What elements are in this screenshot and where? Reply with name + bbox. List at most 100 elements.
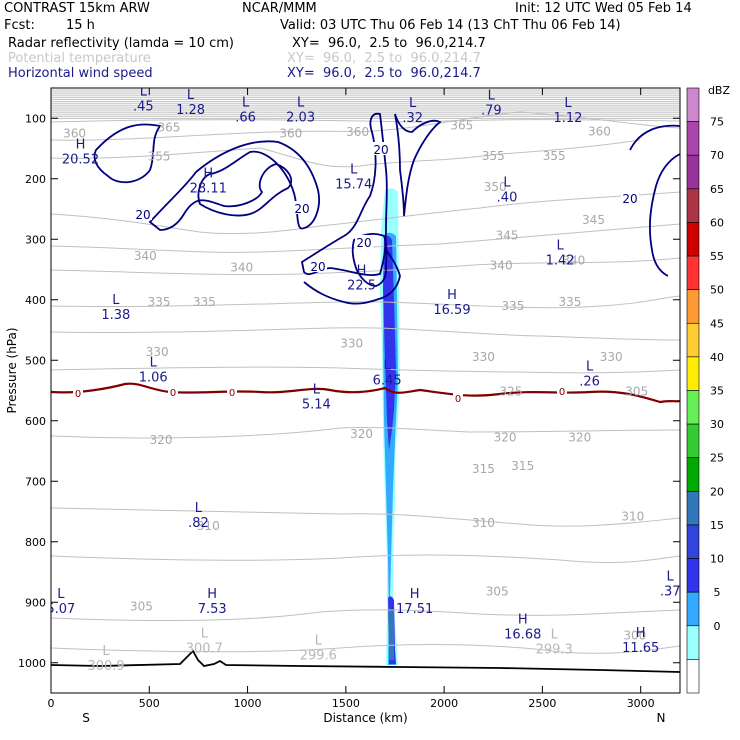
colorbar-swatch [686,625,700,660]
wind-extremum-value: .32 [402,111,423,126]
wind-extremum-type: H [447,288,457,303]
forecast-hour-label: Fcst: [4,18,35,33]
wind-extremum-value: 1.28 [176,103,205,118]
wind-label-bg [309,259,327,272]
wind-extremum-type: H [203,167,213,182]
zero-contour-line [51,382,680,404]
model-title: CONTRAST 15km ARW [4,1,150,16]
theta-contour-label: 360 [279,126,302,140]
theta-extremum-value: 299.3 [536,643,573,658]
plot-frame [50,87,681,694]
colorbar: dBZ 0 5 10 15 20 25 30 35 40 45 50 55 60 65 70 75 [686,84,730,694]
wind-contour-label: 20 [356,236,371,250]
colorbar-swatch [686,457,700,492]
wind-extremum-value: 28.11 [190,182,227,197]
theta-contour-label: 340 [490,258,513,272]
theta-contour-label: 320 [350,427,373,441]
y-tick-label: 1000 [18,657,46,670]
init-time-label: Init: 12 UTC Wed 05 Feb 14 [515,1,692,16]
theta-extremum-type: L [201,626,209,641]
wind-extremum-type: L [242,95,250,110]
wind-extremum-type: L [488,89,496,104]
wind-contour-line [148,140,320,231]
colorbar-swatch [686,390,700,425]
zero-contour-label: 0 [229,388,235,399]
wind-extremum-type: L [187,88,195,103]
colorbar-swatch [686,591,700,627]
wind-extremum-value: 5.07 [46,602,75,617]
zero-contour-label: 0 [170,388,176,399]
y-axis-label: Pressure (hPa) [5,327,19,413]
wind-contour-line [303,249,401,305]
colorbar-level-label: 55 [710,250,724,263]
theta-contour-label: 360 [346,125,369,139]
theta-contour-line [51,507,680,527]
wind-extremum-value: .26 [579,375,600,390]
theta-contour-label: 340 [562,253,585,267]
wind-extremum-type: H [357,263,367,278]
theta-contour-label: 315 [472,462,495,476]
wind-extremum-value: .66 [235,110,256,125]
x-tick-label: 3000 [627,697,655,710]
field-2-name: Potential temperature [8,51,151,66]
wind-extremum-value: 1.38 [101,308,130,323]
wind-extremum-type: L [409,96,417,111]
theta-contour-label: 305 [130,599,153,613]
y-tick-label: 700 [25,475,46,488]
colorbar-swatch [686,524,700,559]
wind-extremum-value: 22.5 [347,278,376,293]
wind-contour-label: 20 [622,192,637,206]
theta-contour-line [51,644,680,654]
theta-contour-label: 360 [63,126,86,140]
wind-extremum-type: L [195,501,203,516]
zero-label-bg [168,386,178,397]
field-3-name: Horizontal wind speed [8,66,153,81]
colorbar-level-label: 5 [714,586,721,599]
theta-contour-label: 335 [558,295,581,309]
theta-extremum-value: 300.9 [87,659,124,674]
zero-contour-label: 0 [559,387,565,398]
theta-contour-label: 340 [134,249,157,263]
theta-contour-label: 360 [588,125,611,139]
colorbar-swatch [686,356,700,391]
wind-extremum-type: L [667,570,675,585]
zero-label-bg [453,392,463,403]
colorbar-level-label: 25 [710,452,724,465]
field-1-name: Radar reflectivity (lamda = 10 cm) [8,36,234,51]
wind-extremum-type: H [518,613,528,628]
theta-contour-label: 335 [193,295,216,309]
theta-contour-line [51,426,680,439]
wind-label-bg [293,201,311,214]
colorbar-swatch [686,423,700,459]
wind-extremum-value: 5.14 [302,398,331,413]
wind-extremum-value: 6.45 [373,373,402,388]
theta-contour-label: 300 [623,629,646,643]
theta-contour-line [51,139,641,168]
theta-contour-label: 330 [146,345,169,359]
theta-contour-label: 335 [148,295,171,309]
colorbar-level-label: 65 [710,183,724,196]
colorbar-level-label: 20 [710,485,724,498]
x-axis-label: Distance (km) [323,711,407,725]
theta-contour-label: 330 [600,350,623,364]
field-2-xy: XY= 96.0, 2.5 to 96.0,214.7 [287,51,481,66]
colorbar-swatch [686,558,700,593]
theta-contour-line [51,257,680,276]
theta-contour-label: 310 [197,519,220,533]
x-axis-north-label: N [657,711,666,725]
wind-extremum-value: .45 [133,99,154,114]
theta-contour-label: 340 [230,261,253,275]
wind-contour-line [351,233,388,287]
wind-extremum-type: L [150,355,158,370]
wind-extremum-type: L [57,587,65,602]
valid-time-label: Valid: 03 UTC Thu 06 Feb 14 (13 ChT Thu … [280,18,621,33]
colorbar-level-label: 70 [710,149,724,162]
theta-contour-label: 355 [482,149,505,163]
wind-extremum-type: L [112,293,120,308]
zero-contour-label: 0 [75,389,81,400]
wind-extremum-value: 2.03 [286,110,315,125]
y-tick-label: 900 [25,596,46,609]
colorbar-level-label: 15 [710,519,724,532]
colorbar-swatch [686,188,700,223]
theta-contour-line [51,295,680,309]
